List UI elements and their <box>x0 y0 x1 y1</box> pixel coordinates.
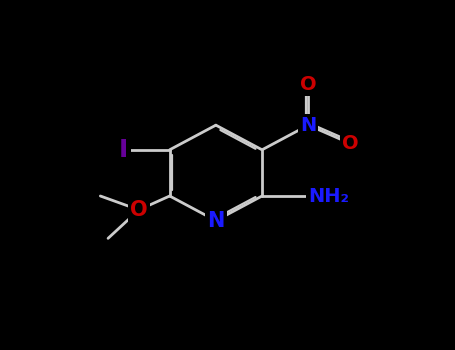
Text: N: N <box>207 211 225 231</box>
Text: I: I <box>119 138 128 162</box>
Text: NH₂: NH₂ <box>308 187 349 205</box>
Text: O: O <box>342 134 359 153</box>
Text: O: O <box>300 75 317 94</box>
Text: O: O <box>130 200 148 220</box>
Text: N: N <box>300 116 316 135</box>
